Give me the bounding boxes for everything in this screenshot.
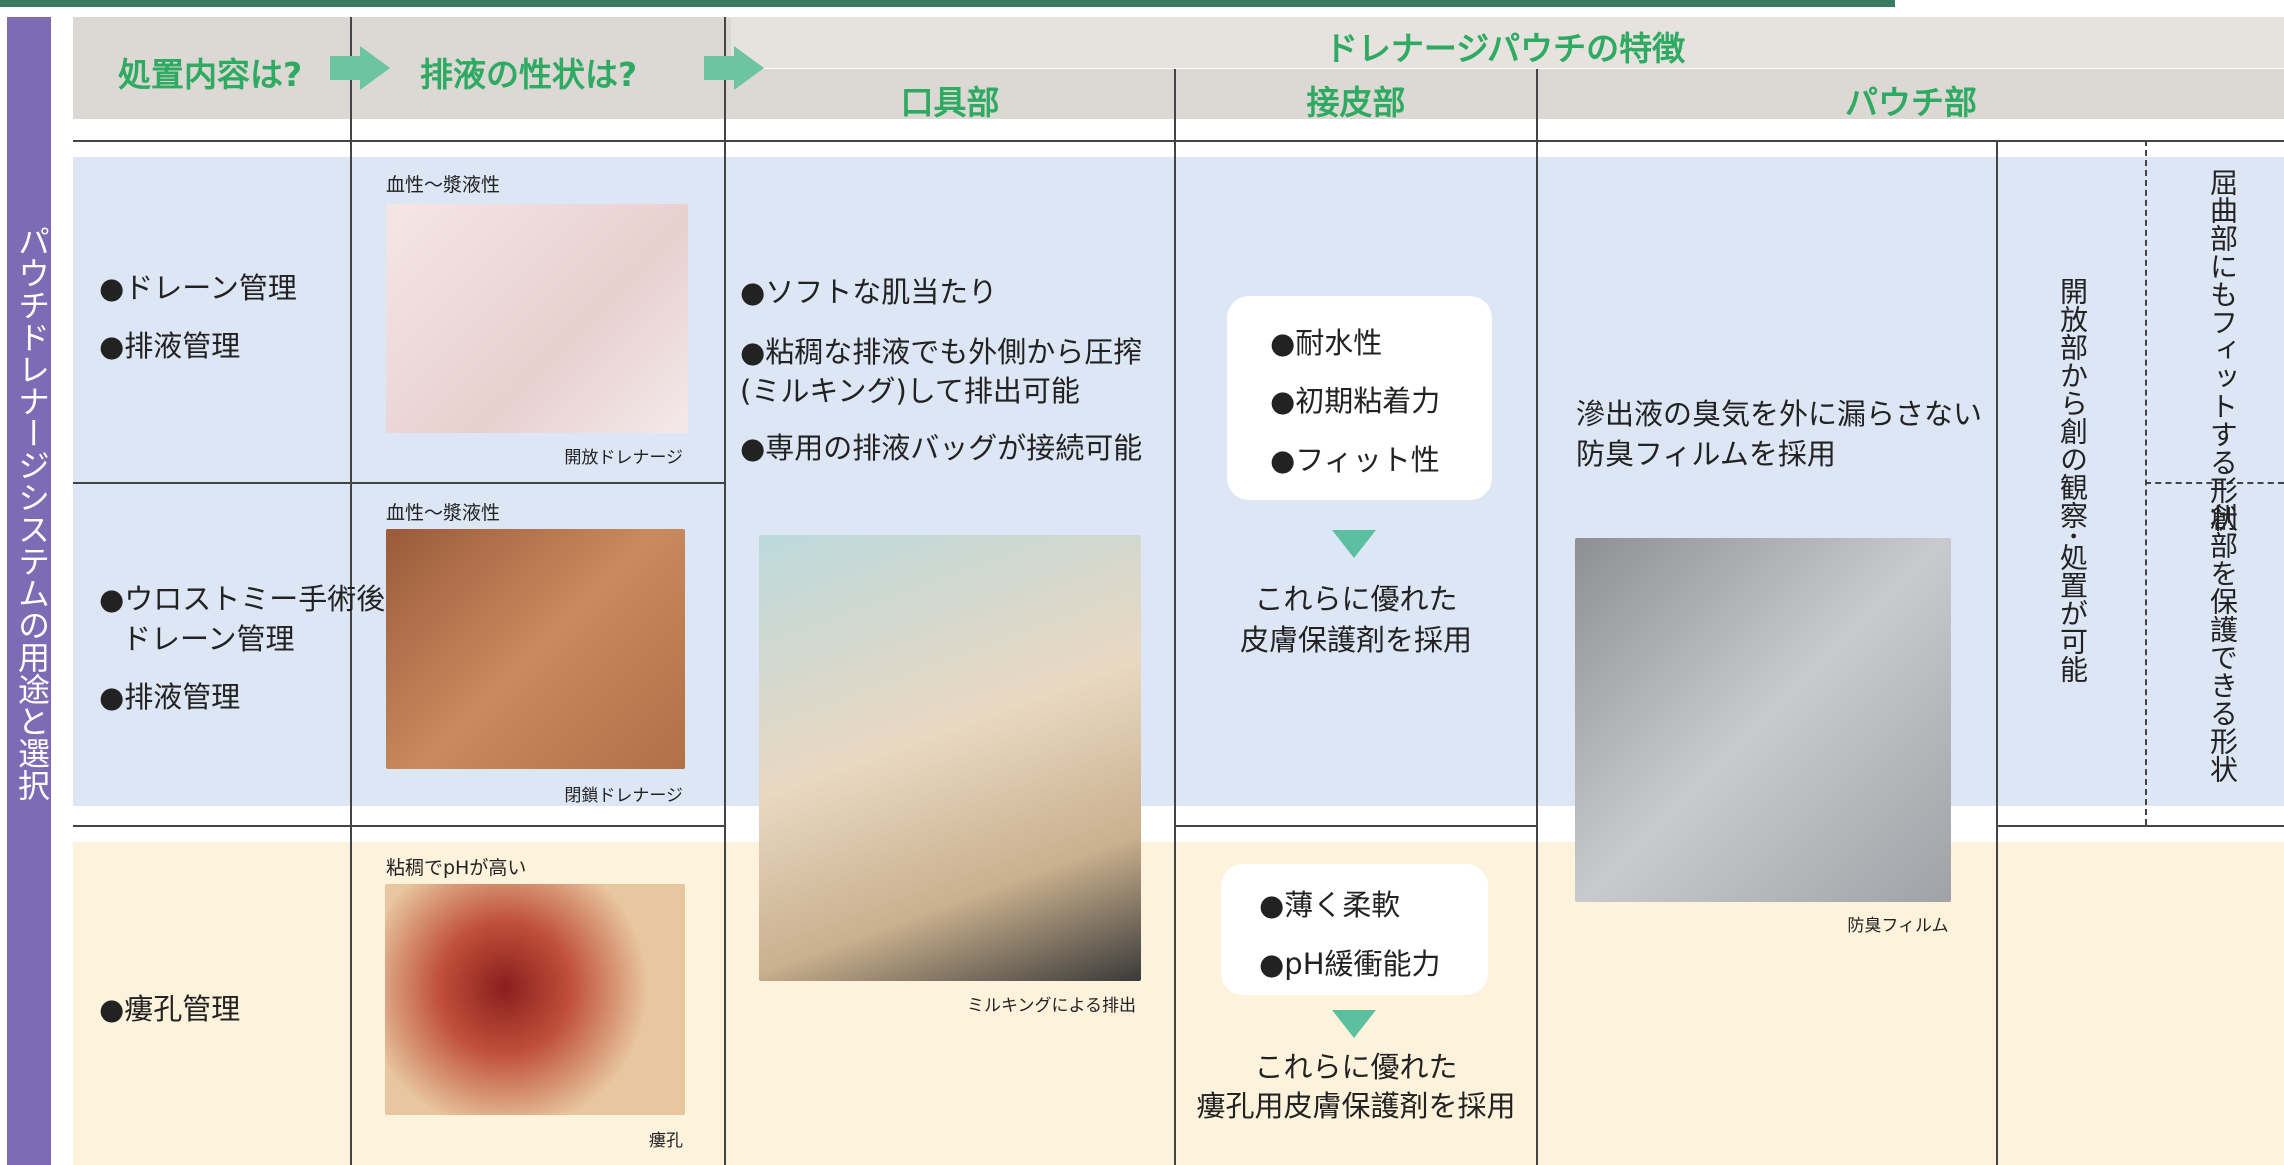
skin-result: 皮膚保護剤を採用 <box>1239 623 1472 657</box>
treatment: ●排液管理 <box>99 329 241 363</box>
shape: 屈曲部にもフィットする形状 <box>2206 168 2239 532</box>
photo <box>386 204 688 433</box>
skin-item: ●フィット性 <box>1270 443 1440 477</box>
treatment: ドレーン管理 <box>122 622 295 656</box>
side-label: パウチドレナージシステムの用途と選択 <box>13 225 51 801</box>
caption: 瘻孔 <box>649 1131 683 1151</box>
side-bar <box>7 17 51 1165</box>
down-arrow <box>1332 530 1376 558</box>
divider <box>1996 140 1998 1165</box>
skin-item: ●初期粘着力 <box>1270 384 1441 418</box>
arrow <box>704 46 764 90</box>
divider <box>1996 825 2284 827</box>
photo <box>386 529 685 769</box>
mouth-item: (ミルキング)して排出可能 <box>740 374 1080 408</box>
fluid-label: 血性〜漿液性 <box>386 174 501 196</box>
feature-box <box>1221 864 1488 995</box>
header-mouth: 口具部 <box>900 83 1000 122</box>
treatment: ●排液管理 <box>99 680 241 714</box>
skin-result: これらに優れた <box>1254 582 1458 616</box>
photo <box>759 535 1141 981</box>
header-skin: 接皮部 <box>1306 83 1406 122</box>
caption: ミルキングによる排出 <box>967 996 1136 1016</box>
dashed-divider <box>2145 482 2284 484</box>
header-top <box>731 17 2284 68</box>
pouch-text: 防臭フィルムを採用 <box>1576 437 1836 471</box>
header-fluid: 排液の性状は? <box>420 55 638 94</box>
divider <box>1174 68 1176 1165</box>
skin-result: 瘻孔用皮膚保護剤を採用 <box>1196 1089 1516 1123</box>
shape: 創部を保護できる形状 <box>2206 503 2239 783</box>
skin-item: ●耐水性 <box>1270 326 1383 360</box>
skin-item: ●pH緩衝能力 <box>1259 947 1441 981</box>
divider <box>726 68 2284 69</box>
treatment: ●ウロストミー手術後 <box>99 582 386 616</box>
open-part: 開放部から創の観察･処置が可能 <box>2056 277 2089 684</box>
divider <box>73 482 724 484</box>
photo <box>385 884 685 1115</box>
caption: 防臭フィルム <box>1847 916 1949 936</box>
mouth-item: ●ソフトな肌当たり <box>740 275 998 309</box>
mouth-item: ●専用の排液バッグが接続可能 <box>740 431 1143 465</box>
divider <box>73 825 724 827</box>
divider <box>1174 825 1536 827</box>
skin-item: ●薄く柔軟 <box>1259 888 1401 922</box>
mouth-item: ●粘稠な排液でも外側から圧搾 <box>740 335 1143 369</box>
arrow <box>330 46 390 90</box>
photo <box>1575 538 1951 902</box>
caption: 閉鎖ドレナージ <box>564 786 683 806</box>
header-pouch: パウチ部 <box>1845 83 1977 122</box>
fluid-label: 粘稠でpHが高い <box>386 857 527 879</box>
header-features: ドレナージパウチの特徴 <box>1324 29 1686 68</box>
divider <box>73 140 2284 142</box>
treatment: ●ドレーン管理 <box>99 271 297 305</box>
skin-result: これらに優れた <box>1254 1050 1458 1084</box>
feature-box <box>1227 296 1492 500</box>
down-arrow <box>1332 1010 1376 1038</box>
treatment: ●瘻孔管理 <box>99 992 241 1026</box>
divider <box>1536 68 1538 1165</box>
pouch-text: 滲出液の臭気を外に漏らさない <box>1576 397 1983 431</box>
fluid-label: 血性〜漿液性 <box>386 502 501 524</box>
divider <box>724 17 726 1165</box>
caption: 開放ドレナージ <box>564 448 683 468</box>
top-bar <box>0 0 1895 7</box>
header-treatment: 処置内容は? <box>118 55 303 94</box>
divider <box>350 17 352 1165</box>
